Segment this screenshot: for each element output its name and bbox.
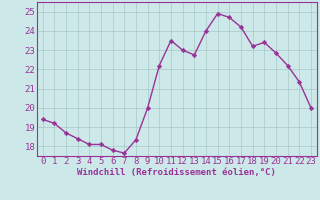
X-axis label: Windchill (Refroidissement éolien,°C): Windchill (Refroidissement éolien,°C) [77,168,276,177]
